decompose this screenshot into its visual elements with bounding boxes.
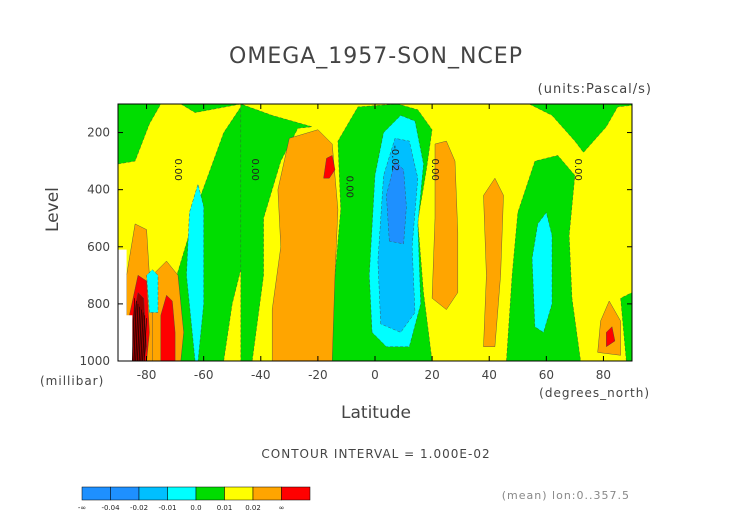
field-green-east-topband: [469, 104, 632, 153]
x-tick-label: 40: [482, 368, 497, 382]
contour-line-polar: [142, 315, 146, 361]
x-tick-label: -80: [137, 368, 157, 382]
field-red-upper: [323, 155, 336, 179]
x-tick-label: -60: [194, 368, 214, 382]
y-tick-label: 800: [87, 297, 110, 311]
field-green-top-band: [180, 104, 241, 113]
legend-label: -0.02: [130, 504, 148, 512]
contour-label: -0.02: [389, 145, 400, 171]
field-red-south: [160, 294, 176, 361]
contour-label: 0.00: [429, 159, 440, 181]
field-blue-core: [386, 160, 407, 245]
field-green-top-left: [118, 104, 162, 165]
legend-label: -0.01: [158, 504, 176, 512]
contour-line-polar: [133, 301, 137, 361]
x-tick-label: -40: [251, 368, 271, 382]
legend-swatch: [195, 486, 225, 501]
legend-swatch: [281, 486, 311, 501]
legend-swatch: [224, 486, 254, 501]
contour-fields: [118, 104, 632, 361]
contour-label: 0.00: [249, 159, 260, 181]
contour-labels: 0.00 0.00 0.00 -0.02 0.00 0.00: [172, 145, 583, 198]
field-green-east-edge: [620, 292, 632, 361]
contour-line-polar: [131, 298, 135, 361]
legend-swatch: [167, 486, 197, 501]
contour-label: 0.00: [572, 159, 583, 181]
x-tick-label: 0: [371, 368, 379, 382]
legend-label: -0.04: [101, 504, 120, 512]
field-orange-north: [483, 177, 504, 347]
contour-line-polar: [138, 309, 142, 361]
y-axis-units: (millibar): [40, 374, 105, 388]
units-label: (units:Pascal/s): [537, 82, 652, 97]
chart-title: OMEGA_1957-SON_NCEP: [229, 44, 523, 69]
field-cyan-south-pole: [146, 269, 159, 313]
field-orange-mid-north: [431, 140, 458, 310]
field-orange-arctic: [597, 300, 621, 356]
legend-label: -∞: [78, 504, 86, 512]
color-legend: -∞ -0.04 -0.02 -0.01 0.0 0.01 0.02 ∞: [78, 486, 311, 512]
field-cyan-north: [531, 212, 553, 333]
legend-swatch: [252, 486, 282, 501]
y-tick-label: 400: [87, 183, 110, 197]
legend-label: 0.0: [190, 504, 201, 512]
contour-line-polar: [137, 306, 141, 361]
field-green-mid-left: [240, 104, 313, 361]
legend-swatch: [110, 486, 140, 501]
field-missing-data: [118, 249, 133, 361]
axes: -80 -60 -40 -20 0 20 40 60 80 200 400 600 800 1000: [79, 104, 632, 382]
contour-line-polar: [135, 303, 139, 361]
contour-line-polar: [143, 318, 147, 361]
legend-label: 0.02: [245, 504, 261, 512]
x-tick-label: -20: [308, 368, 328, 382]
contour-line-polar: [140, 312, 144, 361]
contour-label: 0.00: [172, 159, 183, 181]
y-tick-label: 600: [87, 240, 110, 254]
legend-label: ∞: [279, 504, 285, 512]
y-tick-label: 200: [87, 126, 110, 140]
mean-longitude-note: (mean) lon:0..357.5: [501, 489, 630, 502]
legend-label: 0.01: [217, 504, 233, 512]
field-orange-south: [272, 129, 339, 361]
x-tick-label: 80: [596, 368, 611, 382]
legend-swatch: [138, 486, 168, 501]
x-tick-label: 60: [539, 368, 554, 382]
contour-interval-label: CONTOUR INTERVAL = 1.000E-02: [261, 447, 491, 461]
contour-label: 0.00: [343, 176, 354, 198]
x-axis-units: (degrees_north): [539, 386, 650, 400]
legend-swatch: [81, 486, 111, 501]
field-red-arctic: [606, 326, 616, 348]
field-cyan-south: [186, 183, 204, 361]
x-tick-label: 20: [424, 368, 439, 382]
x-axis-label: Latitude: [341, 403, 411, 423]
y-tick-label: 1000: [79, 354, 110, 368]
